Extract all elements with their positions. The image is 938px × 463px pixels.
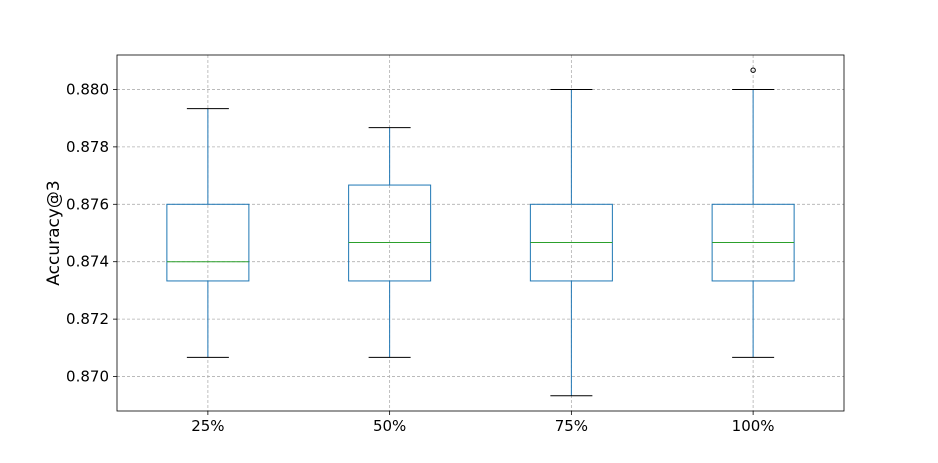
y-tick-label: 0.872 [66, 310, 109, 328]
y-tick-label: 0.874 [66, 253, 109, 271]
box-100pct [711, 67, 795, 358]
x-axis: 25% 50% 75% 100% [191, 411, 775, 435]
box-75pct [529, 88, 613, 397]
box-body [166, 203, 250, 282]
box-series [166, 67, 795, 397]
x-tick-label: 75% [555, 417, 588, 435]
box-25pct [166, 108, 250, 358]
y-tick-label: 0.870 [66, 368, 109, 386]
x-tick-label: 25% [191, 417, 224, 435]
y-tick-label: 0.878 [66, 138, 109, 156]
box-body [348, 184, 432, 282]
box-50pct [348, 127, 432, 358]
outlier-point [750, 67, 756, 73]
x-tick-label: 100% [732, 417, 775, 435]
y-tick-label: 0.876 [66, 195, 109, 213]
y-axis: 0.870 0.872 0.874 0.876 0.878 0.880 [66, 80, 117, 386]
y-tick-label: 0.880 [66, 80, 109, 98]
x-tick-label: 50% [373, 417, 406, 435]
y-axis-label: Accuracy@3 [44, 180, 64, 285]
plot-frame [116, 54, 845, 412]
